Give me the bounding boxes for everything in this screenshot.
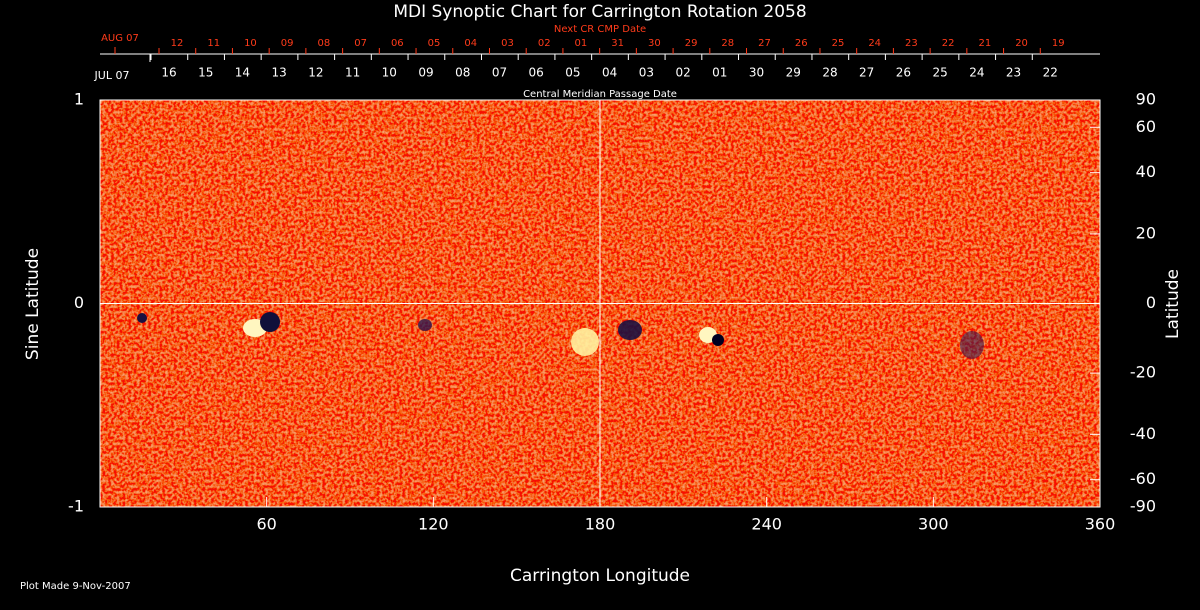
date-label: 05 bbox=[428, 38, 441, 49]
date-label: 01 bbox=[712, 66, 727, 80]
x-tick-label: 120 bbox=[418, 515, 449, 534]
y2-axis-label: Latitude bbox=[1163, 269, 1183, 339]
date-label: 02 bbox=[675, 66, 690, 80]
date-label: 06 bbox=[529, 66, 544, 80]
date-label: 23 bbox=[1006, 66, 1021, 80]
y-axis-label: Sine Latitude bbox=[23, 248, 43, 360]
date-label: 14 bbox=[235, 66, 250, 80]
date-label: 12 bbox=[308, 66, 323, 80]
date-label: 05 bbox=[565, 66, 580, 80]
date-label: 19 bbox=[1052, 38, 1065, 49]
date-label: 24 bbox=[969, 66, 984, 80]
x-tick-label: 60 bbox=[256, 515, 276, 534]
date-label: 07 bbox=[354, 38, 367, 49]
date-label: 25 bbox=[832, 38, 845, 49]
date-label: 23 bbox=[905, 38, 918, 49]
date-label: 15 bbox=[198, 66, 213, 80]
date-label: 30 bbox=[648, 38, 661, 49]
y2-tick-label: 60 bbox=[1136, 117, 1156, 136]
date-label: 02 bbox=[538, 38, 551, 49]
date-label: 29 bbox=[685, 38, 698, 49]
date-label: 09 bbox=[418, 66, 433, 80]
chart-title: MDI Synoptic Chart for Carrington Rotati… bbox=[393, 2, 806, 22]
date-label: 03 bbox=[501, 38, 514, 49]
date-row-title: Next CR CMP Date bbox=[554, 24, 646, 35]
x-axis-label: Carrington Longitude bbox=[510, 566, 690, 586]
y2-tick-label: 0 bbox=[1146, 293, 1156, 312]
date-label: 21 bbox=[978, 38, 991, 49]
date-label: 31 bbox=[611, 38, 624, 49]
x-tick-label: 180 bbox=[585, 515, 616, 534]
date-label: 28 bbox=[822, 66, 837, 80]
y2-tick-label: -20 bbox=[1130, 363, 1156, 382]
date-label: 27 bbox=[758, 38, 771, 49]
date-label: 27 bbox=[859, 66, 874, 80]
y2-tick-label: -90 bbox=[1130, 497, 1156, 516]
y-tick-label: 1 bbox=[74, 90, 84, 109]
y2-tick-label: 20 bbox=[1136, 223, 1156, 242]
date-label: 01 bbox=[575, 38, 588, 49]
date-label: 08 bbox=[455, 66, 470, 80]
y-tick-label: -1 bbox=[68, 497, 84, 516]
footnote: Plot Made 9-Nov-2007 bbox=[20, 581, 131, 592]
date-label: 30 bbox=[749, 66, 764, 80]
date-label: 16 bbox=[161, 66, 176, 80]
date-label: 07 bbox=[492, 66, 507, 80]
y2-tick-label: 90 bbox=[1136, 90, 1156, 109]
date-label: 09 bbox=[281, 38, 294, 49]
y2-tick-label: -40 bbox=[1130, 424, 1156, 443]
date-label: 24 bbox=[868, 38, 881, 49]
date-label: 04 bbox=[464, 38, 477, 49]
date-row-start: AUG 07 bbox=[101, 33, 139, 44]
date-label: 08 bbox=[318, 38, 331, 49]
date-label: 13 bbox=[272, 66, 287, 80]
date-label: 11 bbox=[345, 66, 360, 80]
date-label: 03 bbox=[639, 66, 654, 80]
date-label: 20 bbox=[1015, 38, 1028, 49]
date-label: 22 bbox=[1043, 66, 1058, 80]
y2-tick-label: -60 bbox=[1130, 469, 1156, 488]
x-tick-label: 240 bbox=[751, 515, 782, 534]
x-tick-label: 360 bbox=[1085, 515, 1116, 534]
x-tick-label: 300 bbox=[918, 515, 949, 534]
date-row-start: JUL 07 bbox=[94, 69, 130, 82]
date-label: 25 bbox=[932, 66, 947, 80]
date-row-title: Central Meridian Passage Date bbox=[523, 89, 677, 100]
date-label: 26 bbox=[795, 38, 808, 49]
date-label: 29 bbox=[786, 66, 801, 80]
date-label: 12 bbox=[171, 38, 184, 49]
date-label: 06 bbox=[391, 38, 404, 49]
date-label: 04 bbox=[602, 66, 617, 80]
y2-tick-label: 40 bbox=[1136, 162, 1156, 181]
date-label: 10 bbox=[382, 66, 397, 80]
date-label: 10 bbox=[244, 38, 257, 49]
y-tick-label: 0 bbox=[74, 293, 84, 312]
date-label: 28 bbox=[721, 38, 734, 49]
date-label: 26 bbox=[896, 66, 911, 80]
date-label: 22 bbox=[942, 38, 955, 49]
date-label: 11 bbox=[207, 38, 220, 49]
